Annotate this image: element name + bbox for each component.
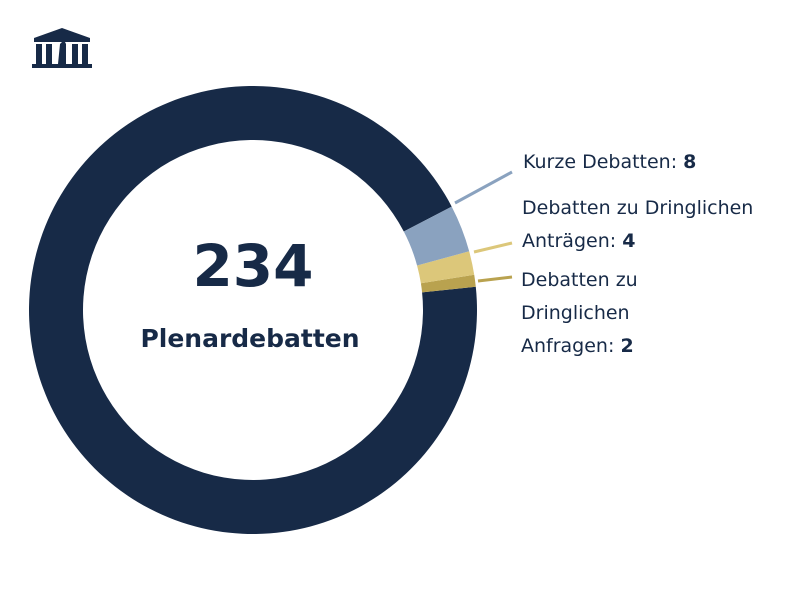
center-value: 234 [192, 232, 313, 300]
legend-label: Debatten zu Dringlichen Anfragen: 2 [521, 264, 671, 363]
label-name: Kurze Debatten: [523, 151, 678, 173]
donut-segment [420, 274, 476, 293]
label-value: 4 [622, 230, 636, 252]
label-name: Debatten zu Dringlichen Anträgen: [522, 197, 754, 252]
legend-label: Debatten zu Dringlichen Anträgen: 4 [522, 192, 784, 258]
label-value: 2 [620, 335, 634, 357]
donut-segment [417, 251, 475, 284]
label-name: Debatten zu Dringlichen Anfragen: [521, 269, 638, 357]
label-value: 8 [683, 151, 697, 173]
donut-segment [29, 86, 477, 535]
center-label: Plenardebatten [140, 324, 359, 353]
leader-line [454, 170, 513, 205]
leader-line [473, 241, 513, 254]
logo [32, 28, 92, 68]
legend-label: Kurze Debatten: 8 [523, 146, 793, 179]
leader-line [477, 275, 513, 283]
donut-segment [403, 206, 470, 266]
